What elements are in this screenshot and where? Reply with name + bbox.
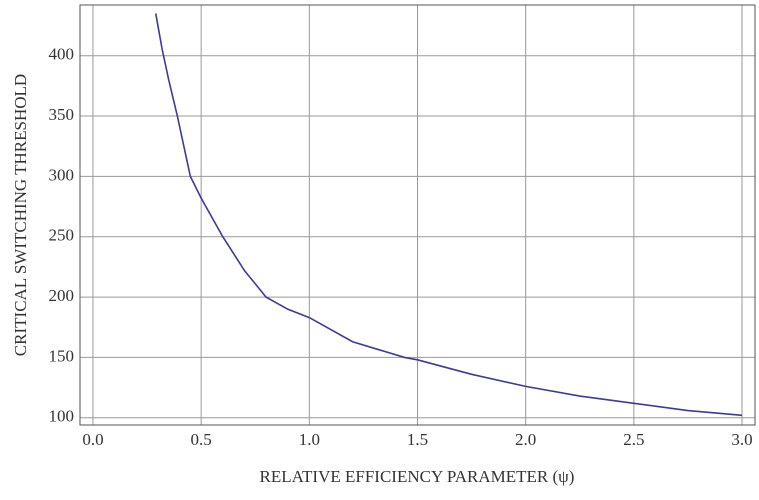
- y-tick-label: 250: [49, 226, 75, 245]
- x-tick-label: 0.0: [82, 430, 103, 449]
- y-tick-label: 400: [49, 45, 75, 64]
- data-line: [154, 13, 743, 417]
- y-tick-label: 300: [49, 165, 75, 184]
- x-tick-label: 1.5: [407, 430, 428, 449]
- x-tick-label: 1.0: [299, 430, 320, 449]
- y-axis-label: CRITICAL SWITCHING THRESHOLD: [11, 74, 30, 356]
- x-tick-label: 2.5: [623, 430, 644, 449]
- x-tick-label: 3.0: [731, 430, 752, 449]
- y-tick-label: 100: [49, 407, 75, 426]
- x-tick-label: 0.5: [191, 430, 212, 449]
- y-tick-label: 350: [49, 105, 75, 124]
- y-tick-label: 150: [49, 346, 75, 365]
- x-axis-label: RELATIVE EFFICIENCY PARAMETER (ψ): [260, 467, 575, 486]
- x-tick-label: 2.0: [515, 430, 536, 449]
- y-tick-label: 200: [49, 286, 75, 305]
- plot-frame: [79, 4, 756, 426]
